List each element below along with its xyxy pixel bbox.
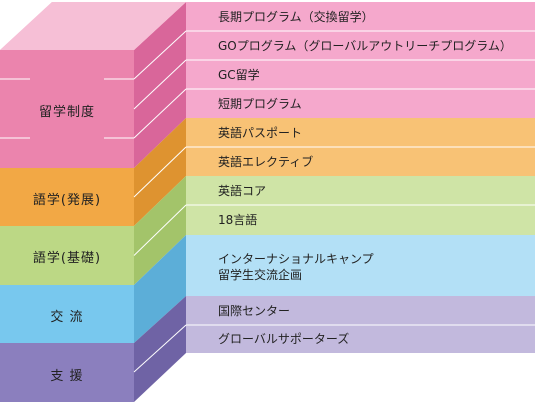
exchange-panel [186, 235, 535, 296]
support-category-label: 支 援 [50, 369, 84, 384]
exchange-item-label: インターナショナルキャンプ 留学生交流企画 [218, 251, 374, 283]
study-abroad-item-1: GOプログラム（グローバルアウトリーチプログラム） [218, 38, 512, 53]
study-abroad-item-0: 長期プログラム（交換留学） [218, 9, 374, 24]
language-advanced-item-1: 英語エレクティブ [218, 154, 314, 169]
study-abroad-top-face-cap [0, 2, 186, 50]
exchange-item-0: インターナショナルキャンプ [218, 252, 374, 266]
language-basic-item-0: 英語コア [218, 183, 267, 198]
side-divider [133, 324, 187, 373]
language-basic-item-1: 18言語 [218, 213, 258, 227]
support-item-0: 国際センター [218, 303, 291, 318]
language-basic-category-label: 語学(基礎) [32, 251, 102, 266]
language-basic-front-face [0, 226, 134, 285]
side-divider [133, 88, 187, 139]
study-abroad-item-3: 短期プログラム [218, 96, 302, 111]
language-advanced-item-0: 英語パスポート [218, 125, 303, 140]
exchange-side-face [134, 235, 186, 343]
side-divider [133, 30, 187, 80]
support-front-face [0, 343, 134, 402]
side-divider [133, 59, 187, 110]
exchange-item-1: 留学生交流企画 [218, 268, 303, 282]
exchange-category-label: 交 流 [50, 310, 84, 325]
study-abroad-item-2: GC留学 [218, 67, 260, 82]
side-divider [133, 146, 187, 198]
exchange-front-face [0, 285, 134, 343]
language-advanced-front-face [0, 168, 134, 226]
study-abroad-front-face [0, 50, 134, 168]
support-item-1: グローバルサポーターズ [218, 332, 350, 346]
side-divider [133, 204, 187, 256]
study-abroad-category-label: 留学制度 [38, 105, 95, 120]
language-advanced-category-label: 語学(発展) [32, 193, 102, 208]
